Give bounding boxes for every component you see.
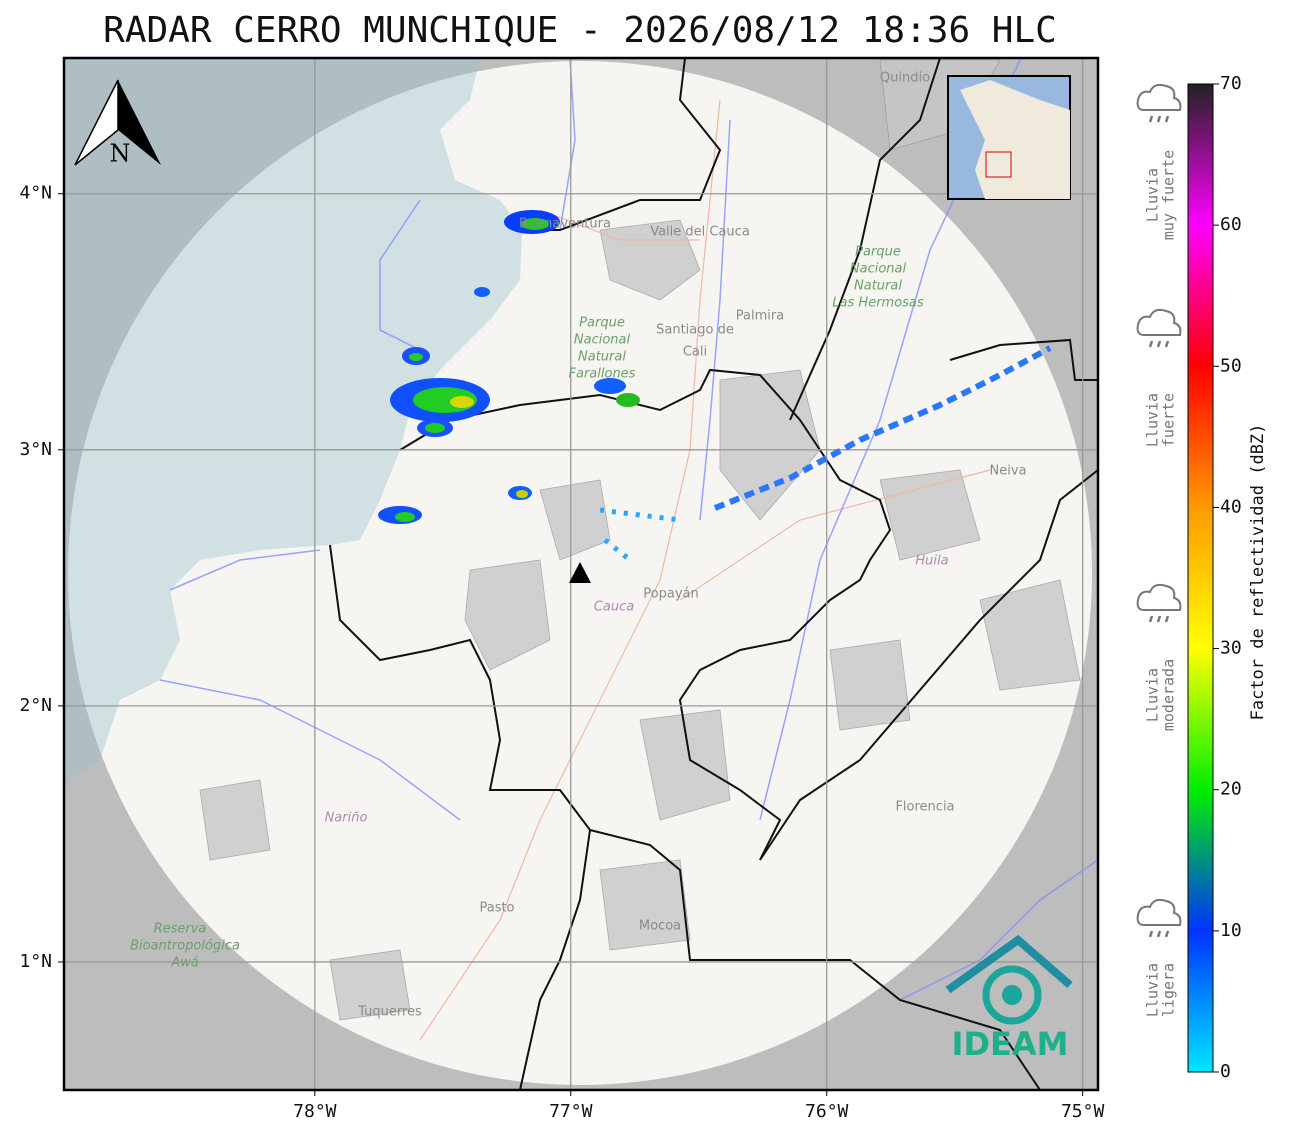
rain-icon [1136, 898, 1182, 938]
park-label: Awá [170, 956, 199, 971]
place-label: Quindío [880, 71, 930, 86]
cloud [1136, 308, 1182, 336]
ocean [64, 58, 522, 790]
inset-map [947, 75, 1071, 200]
y-tick-label: 3°N [19, 439, 52, 460]
colorbar-tick-label: 0 [1220, 1061, 1231, 1082]
place-label: Buenaventura [519, 217, 611, 232]
park-label: Nacional [574, 333, 631, 348]
colorbar-tick-label: 70 [1220, 73, 1242, 94]
place-label: Mocoa [639, 919, 681, 934]
roads [419, 99, 991, 1041]
legend-text: fuerte [1160, 393, 1178, 447]
park-label: Reserva [154, 922, 207, 937]
rain [1148, 340, 1170, 348]
cloud [1136, 898, 1182, 926]
department-label: Huila [915, 554, 948, 569]
colorbar-tick-label: 50 [1220, 355, 1242, 376]
place-label: Neiva [990, 464, 1027, 479]
rain-icon [1136, 308, 1182, 348]
rivers [159, 58, 1098, 1001]
y-tick-label: 4°N [19, 183, 52, 204]
radar-site [569, 562, 591, 583]
park-label: Bioantropológica [130, 939, 240, 954]
legend-text: Lluvia [1144, 963, 1162, 1017]
legend-text: Lluvia [1144, 668, 1162, 722]
legend-text: Lluvia [1144, 393, 1162, 447]
park-label: Nacional [850, 262, 907, 277]
colorbar-tick-label: 10 [1220, 920, 1242, 941]
place-label: Santiago de [656, 323, 734, 338]
place-label: Popayán [643, 587, 698, 602]
rain-icon [1136, 583, 1182, 623]
colorbar: Factor de reflectividad (dBZ) 0 10 20 30 40 5… [1187, 73, 1268, 1082]
colorbar-tick-label: 40 [1220, 496, 1242, 517]
park-label: Farallones [569, 367, 636, 382]
axes: 78°W 77°W 76°W 75°W 4°N 3°N 2°N 1°N [19, 183, 1104, 1122]
radar-echoes [378, 210, 1052, 562]
logo: IDEAM [945, 934, 1073, 1063]
legend-text: muy fuerte [1160, 150, 1178, 240]
legend-text: ligera [1160, 963, 1178, 1017]
legend-text: Lluvia [1144, 168, 1162, 222]
legend-text: moderada [1160, 659, 1178, 731]
colorbar-label: Factor de reflectividad (dBZ) [1248, 424, 1268, 721]
x-tick-label: 77°W [549, 1101, 593, 1122]
department-label: Nariño [325, 811, 368, 826]
x-tick-label: 75°W [1061, 1101, 1105, 1122]
park-label: Parque [855, 245, 901, 260]
park-label: Parque [579, 316, 625, 331]
place-label: Florencia [895, 800, 954, 815]
department-label: Cauca [594, 600, 634, 615]
place-label: Palmira [736, 309, 784, 324]
title: RADAR CERRO MUNCHIQUE - 2026/08/12 18:36… [103, 10, 1057, 51]
rain [1148, 115, 1170, 123]
grid [64, 58, 1098, 1090]
rain [1148, 615, 1170, 623]
map: Santiago de Cali Palmira Popayán Neiva P… [64, 58, 1098, 1090]
colorbar-tick-label: 20 [1220, 779, 1242, 800]
park-label: Las Hermosas [832, 296, 924, 311]
north-label: N [110, 140, 131, 168]
x-tick-label: 76°W [805, 1101, 849, 1122]
park-label: Natural [578, 350, 626, 365]
colorbar-scale [1187, 83, 1214, 1073]
rain [1148, 930, 1170, 938]
place-label: Tuquerres [357, 1005, 422, 1020]
place-label: Cali [683, 345, 707, 360]
cloud [1136, 583, 1182, 611]
colorbar-tick-label: 60 [1220, 214, 1242, 235]
place-label: Pasto [479, 901, 514, 916]
cloud [1136, 83, 1182, 111]
place-labels: Santiago de Cali Palmira Popayán Neiva P… [130, 71, 1026, 1020]
x-tick-label: 78°W [293, 1101, 337, 1122]
north-arrow: N [74, 79, 161, 168]
y-tick-label: 2°N [19, 695, 52, 716]
colorbar-tick-label: 30 [1220, 638, 1242, 659]
rain-icon [1136, 83, 1182, 123]
logo-text: IDEAM [952, 1025, 1069, 1063]
place-label: Valle del Cauca [650, 225, 750, 240]
department-borders [329, 58, 1098, 1090]
park-label: Natural [854, 279, 902, 294]
y-tick-label: 1°N [19, 951, 52, 972]
map-frame [62, 56, 1100, 1092]
